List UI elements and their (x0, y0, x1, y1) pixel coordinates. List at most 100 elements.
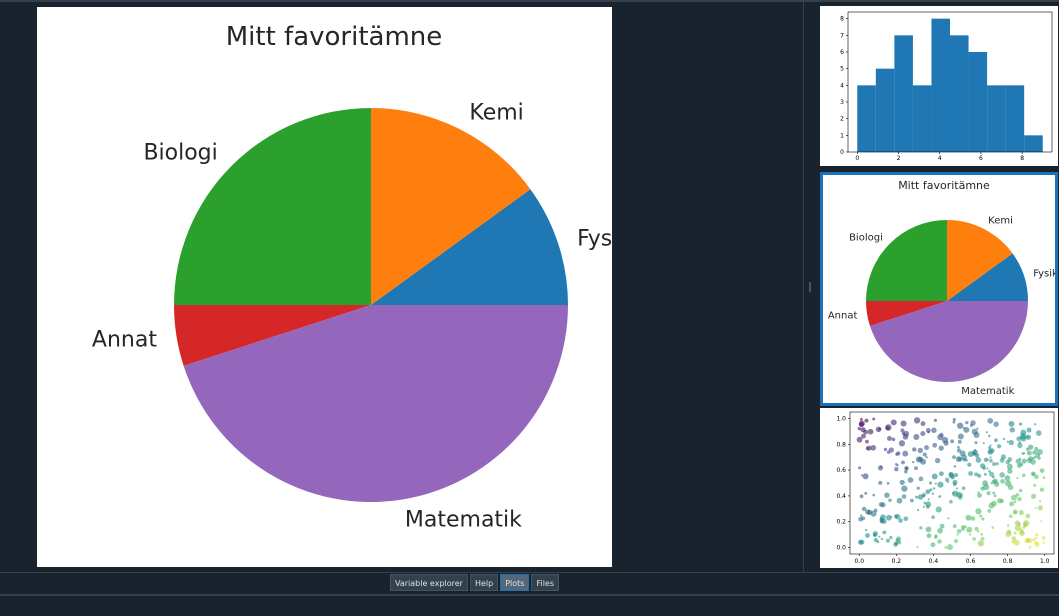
scatter-point (875, 426, 882, 433)
splitter-handle[interactable] (809, 282, 811, 292)
tab-help[interactable]: Help (469, 574, 499, 591)
scatter-point (894, 466, 899, 472)
scatter-point (860, 474, 863, 477)
scatter-point (931, 492, 935, 495)
scatter-point (956, 448, 962, 453)
scatter-point (1026, 537, 1033, 544)
scatter-point (956, 529, 962, 534)
scatter-point (1020, 435, 1027, 442)
scatter-point (987, 449, 994, 455)
thumb-label-matematik: Matematik (961, 386, 1014, 397)
scatter-point (955, 456, 962, 462)
scatter-point (1016, 477, 1019, 480)
scatter-point (1007, 468, 1013, 474)
scatter-point (872, 417, 876, 421)
scatter-point (896, 497, 903, 504)
thumb-label-kemi: Kemi (988, 216, 1013, 227)
main-label-annat: Annat (92, 328, 157, 353)
scatter-point (1035, 533, 1039, 537)
scatter-point (993, 494, 997, 498)
scatter-point (1034, 446, 1039, 451)
scatter-point (967, 462, 972, 467)
scatter-point (938, 445, 944, 451)
scatter-point (915, 456, 922, 463)
scatter-point (982, 480, 988, 487)
scatter-point (1004, 480, 1012, 487)
scatter-point (992, 491, 996, 495)
scatter-ytick-label: 0.8 (836, 441, 846, 448)
scatter-point (1008, 514, 1013, 519)
splitter[interactable] (804, 2, 816, 572)
hist-ytick-label: 4 (840, 82, 844, 89)
scatter-point (976, 427, 979, 430)
hist-bar (857, 85, 876, 152)
scatter-point (997, 444, 1002, 449)
scatter-point (1008, 420, 1015, 427)
scatter-point (878, 535, 881, 538)
scatter-point (991, 479, 997, 485)
scatter-point (1014, 524, 1022, 532)
scatter-point (907, 477, 914, 483)
scatter-point (1039, 487, 1045, 492)
tab-variable-explorer[interactable]: Variable explorer (390, 574, 468, 591)
scatter-point (974, 526, 979, 531)
scatter-point (952, 524, 957, 529)
scatter-point (981, 517, 985, 521)
hist-ytick-label: 8 (840, 16, 844, 23)
scatter-point (986, 491, 991, 496)
scatter-point (928, 481, 932, 485)
scatter-point (918, 476, 924, 482)
scatter-point (1009, 501, 1015, 507)
scatter-point (1004, 475, 1011, 482)
scatter-point (886, 481, 890, 485)
scatter-point (971, 428, 978, 435)
scatter-point (1006, 524, 1010, 527)
scatter-point (1018, 441, 1022, 444)
scatter-point (1005, 531, 1012, 538)
hist-bar (987, 85, 1006, 152)
scatter-point (856, 436, 863, 443)
scatter-point (953, 472, 959, 478)
scatter-point (980, 486, 985, 491)
scatter-point (888, 498, 892, 502)
scatter-point (1028, 546, 1032, 549)
scatter-point (952, 420, 956, 424)
main-slice-biologi (174, 108, 371, 305)
main-plot-canvas: Mitt favoritämne Fysik Kemi Biologi Annat Ma… (37, 7, 631, 567)
scatter-point (916, 508, 920, 512)
scatter-xtick-label: 0.2 (892, 558, 902, 565)
scatter-point (952, 455, 956, 459)
tab-plots[interactable]: Plots (500, 574, 530, 591)
scatter-point (901, 460, 905, 465)
scatter-point (927, 498, 930, 501)
scatter-point (863, 429, 868, 435)
scatter-point (987, 508, 992, 513)
thumbnail-pie-selected[interactable]: Mitt favoritämne Fysik Kemi Biologi Annat Ma… (820, 172, 1058, 406)
main-chart-title: Mitt favoritämne (226, 22, 443, 52)
thumbnail-scatter[interactable]: 0.0 0.2 0.4 0.6 0.8 1.0 0.0 0.2 0.4 0.6 0.8 1.0 (820, 408, 1058, 568)
main-label-biologi: Biologi (143, 140, 217, 165)
scatter-point (913, 417, 921, 424)
scatter-point (857, 427, 861, 431)
scatter-point (939, 471, 944, 477)
scatter-xtick-label: 1.0 (1040, 558, 1050, 565)
thumb-slice-biologi (866, 220, 947, 301)
tab-files[interactable]: Files (531, 574, 560, 591)
scatter-point (880, 537, 884, 541)
scatter-point (966, 526, 973, 533)
scatter-point (1030, 493, 1037, 499)
scatter-point (1030, 471, 1036, 477)
scatter-point (931, 473, 938, 480)
scatter-point (882, 530, 887, 535)
thumbnail-pie-chart: Mitt favoritämne Fysik Kemi Biologi Annat Ma… (828, 179, 1058, 397)
scatter-point (968, 471, 973, 476)
scatter-point (974, 448, 977, 452)
scatter-point (977, 473, 982, 478)
scatter-point (1023, 452, 1026, 455)
hist-xtick-label: 8 (1020, 155, 1024, 162)
hist-ytick-label: 0 (840, 149, 844, 156)
scatter-point (1015, 493, 1020, 497)
scatter-point (1017, 442, 1023, 449)
thumbnail-histogram[interactable]: 0 2 4 6 8 0 1 2 3 4 5 6 7 8 (820, 6, 1058, 166)
scatter-point (941, 436, 949, 444)
